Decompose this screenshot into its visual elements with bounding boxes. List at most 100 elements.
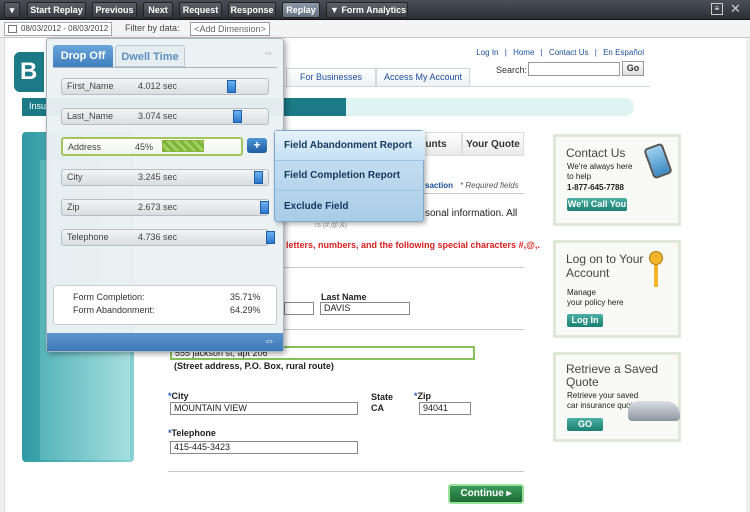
field-value: 4.012 sec — [138, 81, 178, 91]
date-range-picker[interactable]: 08/03/2012 - 08/03/2012 — [4, 22, 112, 36]
logon-title1: Log on to Your — [566, 252, 644, 266]
start-replay-button[interactable]: Start Replay — [27, 2, 86, 18]
telephone-input[interactable]: 415-445-3423 — [170, 441, 358, 454]
calendar-icon — [8, 25, 17, 33]
tab-your-quote[interactable]: Your Quote — [462, 132, 524, 156]
transaction-link[interactable]: saction — [425, 181, 454, 190]
contact-link[interactable]: Contact Us — [548, 48, 589, 57]
field-row-address[interactable]: Address 45% — [61, 137, 243, 156]
notes-icon[interactable]: ≡ — [711, 3, 723, 15]
tab-drop-off[interactable]: Drop Off — [53, 45, 113, 67]
link-separator: | — [504, 48, 507, 57]
retrieve-go-button[interactable]: GO — [567, 418, 603, 431]
logon-box: Log on to Your Account Manage your polic… — [553, 240, 681, 338]
contact-phone: 1-877-645-7788 — [567, 183, 624, 192]
site-search-input[interactable] — [528, 62, 620, 76]
divider — [420, 193, 524, 194]
abandonment-label: Form Abandonment: — [73, 305, 155, 315]
required-note: * Required fields — [460, 181, 519, 190]
panel-footer: ⇔ — [47, 333, 283, 351]
tab-for-businesses[interactable]: For Businesses — [286, 68, 376, 86]
form-analytics-label: Form Analytics — [341, 5, 407, 15]
nav-divider — [270, 86, 650, 87]
login-button[interactable]: Log In — [567, 314, 603, 327]
replay-toolbar: ▾ Start Replay Previous Next Request Res… — [0, 0, 750, 29]
field-name: Zip — [67, 202, 80, 212]
first-name-input[interactable] — [284, 302, 314, 315]
form-analytics-panel: Drop Off Dwell Time ⇔ First_Name 4.012 s… — [46, 38, 284, 352]
tab-divider — [53, 67, 277, 68]
telephone-label: *Telephone — [168, 428, 216, 438]
city-label: *City — [168, 391, 189, 401]
previous-button[interactable]: Previous — [92, 2, 137, 18]
phone-icon — [643, 142, 673, 180]
login-link[interactable]: Log In — [476, 48, 499, 57]
field-row-city[interactable]: City 3.245 sec — [61, 169, 269, 186]
retrieve-title2: Quote — [566, 375, 599, 389]
add-dimension-input[interactable]: <Add Dimension> — [190, 22, 270, 36]
state-value[interactable]: CA — [371, 403, 384, 413]
field-row-first-name[interactable]: First_Name 4.012 sec — [61, 78, 269, 95]
info-text: sonal information. All — [425, 208, 518, 219]
menu-item-exclude-field[interactable]: Exclude Field — [284, 201, 349, 212]
zip-input[interactable]: 94041 — [419, 402, 471, 415]
field-row-last-name[interactable]: Last_Name 3.074 sec — [61, 108, 269, 125]
field-row-telephone[interactable]: Telephone 4.736 sec — [61, 229, 275, 246]
field-name: Last_Name — [67, 111, 114, 121]
required-asterisk: * — [168, 391, 172, 401]
search-go-button[interactable]: Go — [622, 61, 644, 76]
logon-sub2: your policy here — [567, 298, 624, 307]
resize-icon[interactable]: ⇔ — [263, 47, 274, 59]
field-value: 3.245 sec — [138, 172, 178, 182]
home-link[interactable]: Home — [513, 48, 535, 57]
add-report-button[interactable]: + — [247, 138, 267, 153]
dwell-bar — [260, 201, 269, 214]
field-value: 45% — [135, 142, 154, 152]
form-analytics-button[interactable]: ▼ Form Analytics ▾ — [326, 2, 408, 29]
request-button[interactable]: Request — [179, 2, 222, 18]
report-menu: Field Abandonment Report Field Completio… — [274, 130, 425, 222]
date-range-value: 08/03/2012 - 08/03/2012 — [21, 24, 109, 33]
abandonment-bar — [162, 140, 204, 152]
city-input[interactable]: MOUNTAIN VIEW — [170, 402, 358, 415]
last-name-input[interactable]: DAVIS — [320, 302, 410, 315]
espanol-link[interactable]: En Español — [603, 48, 644, 57]
toolbar-menu-button[interactable]: ▾ — [4, 2, 20, 18]
retrieve-title1: Retrieve a Saved — [566, 362, 659, 376]
funnel-icon: ▼ — [330, 5, 339, 15]
field-name: Telephone — [67, 232, 109, 242]
key-icon-shaft — [654, 265, 658, 287]
contact-title: Contact Us — [566, 146, 626, 160]
retrieve-sub2: car insurance quote — [567, 401, 638, 410]
continue-button[interactable]: Continue ▸ — [448, 484, 524, 504]
form-summary: Form Completion: 35.71% Form Abandonment… — [53, 285, 277, 325]
abandonment-value: 64.29% — [230, 305, 261, 315]
resize-icon[interactable]: ⇔ — [264, 335, 275, 347]
field-row-zip[interactable]: Zip 2.673 sec — [61, 199, 269, 216]
next-button[interactable]: Next — [143, 2, 173, 18]
replay-button[interactable]: Replay — [282, 2, 320, 18]
divider — [284, 267, 524, 268]
tab-dwell-time[interactable]: Dwell Time — [115, 45, 185, 67]
tab-access-account[interactable]: Access My Account — [376, 68, 470, 86]
logon-title2: Account — [566, 266, 610, 280]
top-links: Log In | Home | Contact Us | En Español — [472, 48, 644, 57]
dwell-bar — [227, 80, 236, 93]
menu-item-field-completion[interactable]: Field Completion Report — [275, 161, 425, 191]
car-icon — [628, 401, 680, 421]
link-separator: | — [540, 48, 543, 57]
logon-sub1: Manage — [567, 288, 596, 297]
zip-label-text: Zip — [417, 391, 432, 401]
field-name: First_Name — [67, 81, 114, 91]
retrieve-box: Retrieve a Saved Quote Retrieve your sav… — [553, 352, 681, 442]
field-value: 4.736 sec — [138, 232, 178, 242]
response-button[interactable]: Response — [228, 2, 276, 18]
menu-item-field-abandonment[interactable]: Field Abandonment Report — [275, 131, 425, 161]
completion-label: Form Completion: — [73, 292, 145, 302]
call-me-button[interactable]: We'll Call You — [567, 198, 627, 211]
close-icon[interactable]: ✕ — [730, 1, 741, 16]
field-value: 2.673 sec — [138, 202, 178, 212]
site-logo[interactable]: B — [14, 52, 44, 92]
field-name: City — [67, 172, 83, 182]
required-asterisk: * — [414, 391, 418, 401]
